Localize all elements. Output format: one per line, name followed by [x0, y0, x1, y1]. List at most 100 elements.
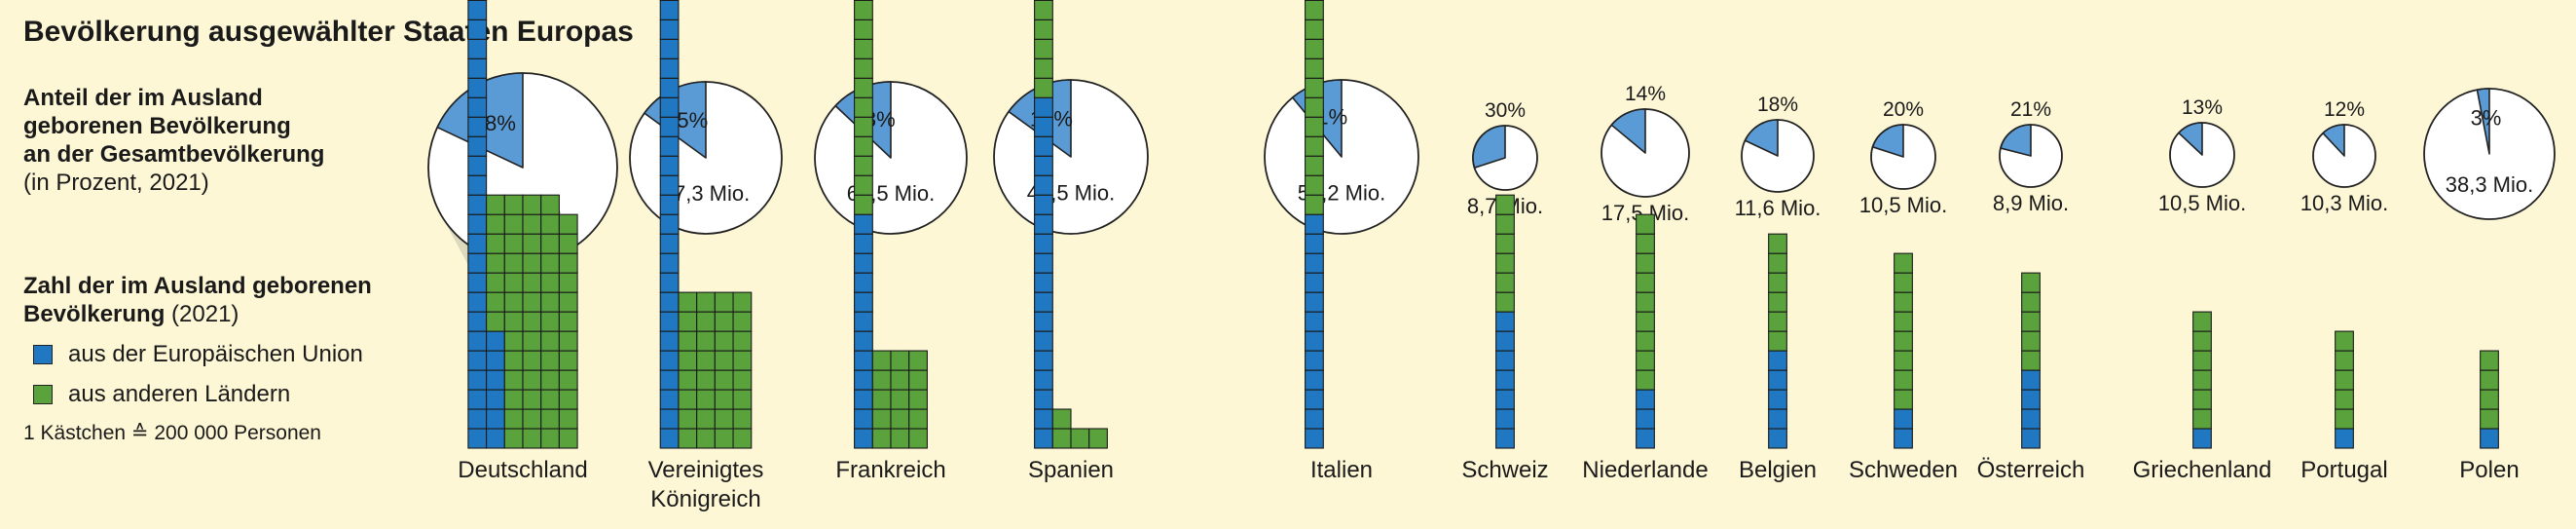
pie-population-label: 10,5 Mio. [2158, 191, 2247, 215]
grid-section-title-line: Zahl der im Ausland geborenen [23, 273, 372, 299]
unit-box-eu [854, 291, 873, 313]
unit-grid [2335, 330, 2354, 449]
unit-box-other [871, 350, 892, 371]
legend-swatch-other [33, 385, 53, 404]
unit-box-other [1636, 213, 1655, 235]
unit-box-eu [1034, 350, 1053, 371]
country-label: Griechenland [2133, 457, 2272, 483]
unit-box-other [1636, 369, 1655, 391]
unit-box-eu [1034, 213, 1053, 235]
unit-box-eu [1305, 408, 1324, 430]
pie-section-subtitle: (in Prozent, 2021) [23, 170, 209, 196]
unit-box-eu [1768, 408, 1787, 430]
unit-box-other [2335, 369, 2354, 391]
unit-box-other [732, 350, 753, 371]
unit-box-eu [1495, 428, 1515, 449]
unit-box-other [486, 272, 505, 293]
unit-box-other [890, 369, 910, 391]
unit-grid [2480, 350, 2499, 449]
unit-box-eu [854, 311, 873, 332]
unit-box-eu [1305, 389, 1324, 410]
legend-item-eu: aus der Europäischen Union [33, 341, 363, 368]
unit-box-other [558, 213, 578, 235]
pie-share-label: 21% [2010, 98, 2051, 121]
unit-box-other [732, 291, 753, 313]
unit-box-eu [467, 174, 488, 196]
unit-box-eu [854, 330, 873, 352]
pie-share-label: 3% [2471, 106, 2502, 131]
unit-box-other [522, 389, 542, 410]
unit-box-other [732, 369, 753, 391]
unit-box-eu [659, 155, 680, 176]
chart-title: Bevölkerung ausgewählter Staaten Europas [23, 16, 634, 48]
unit-box-other [540, 428, 560, 449]
unit-box-other [696, 350, 716, 371]
unit-box-other [1894, 389, 1913, 410]
unit-box-other [503, 194, 524, 215]
unit-box-eu [2480, 428, 2499, 449]
country-label: Österreich [1977, 457, 2085, 483]
unit-box-other [1495, 252, 1515, 274]
unit-box-other [1305, 96, 1324, 118]
unit-box-other [558, 311, 578, 332]
country-label: Polen [2459, 457, 2519, 483]
unit-box-eu [1305, 291, 1324, 313]
unit-box-other [1636, 272, 1655, 293]
unit-box-other [890, 389, 910, 410]
unit-box-other [558, 330, 578, 352]
country-group: 14%17,5 Mio.Niederlande [1582, 83, 1708, 483]
legend-label-eu: aus der Europäischen Union [68, 341, 363, 367]
country-label: Portugal [2300, 457, 2387, 483]
unit-box-eu [467, 77, 488, 98]
unit-box-other [2335, 350, 2354, 371]
unit-box-other [522, 350, 542, 371]
unit-box-other [522, 272, 542, 293]
pie-share-slice [2000, 124, 2032, 157]
unit-box-other [540, 252, 560, 274]
unit-box-other [486, 194, 505, 215]
unit-box-eu [1034, 369, 1053, 391]
country-group: 12% 10,3 Mio. Portugal [2300, 98, 2389, 483]
unit-box-other [486, 213, 505, 235]
unit-box-other [1305, 19, 1324, 40]
unit-box-eu [1034, 389, 1053, 410]
unit-box-other [1305, 135, 1324, 157]
unit-box-other [1305, 116, 1324, 137]
unit-box-other [486, 311, 505, 332]
unit-box-eu [1305, 252, 1324, 274]
unit-box-other [1894, 291, 1913, 313]
unit-box-other [732, 311, 753, 332]
unit-box-other [503, 252, 524, 274]
country-label: Deutschland [458, 457, 587, 483]
unit-box-eu [659, 408, 680, 430]
unit-box-eu [659, 428, 680, 449]
unit-box-other [2480, 369, 2499, 391]
unit-box-other [696, 291, 716, 313]
unit-box-eu [1034, 408, 1053, 430]
unit-grid [2192, 311, 2212, 449]
pie-share-label: 30% [1485, 99, 1526, 122]
unit-box-eu [467, 311, 488, 332]
unit-box-other [522, 213, 542, 235]
unit-box-eu [467, 57, 488, 79]
unit-box-other [1495, 272, 1515, 293]
unit-box-eu [467, 135, 488, 157]
legend-swatch-eu [33, 345, 53, 364]
unit-box-eu [659, 77, 680, 98]
unit-box-other [678, 389, 698, 410]
unit-box-eu [659, 330, 680, 352]
unit-box-eu [1034, 233, 1053, 254]
unit-box-eu [2021, 389, 2041, 410]
unit-box-eu [659, 233, 680, 254]
unit-box-other [2480, 389, 2499, 410]
pie-share-label: 13% [2182, 96, 2223, 119]
unit-box-eu [1305, 213, 1324, 235]
unit-box-eu [2192, 428, 2212, 449]
unit-box-other [1894, 350, 1913, 371]
unit-box-other [1305, 155, 1324, 176]
grid-section-title: Zahl der im Ausland geborenen Bevölkerun… [23, 272, 372, 328]
unit-box-other [854, 174, 873, 196]
pie-share-label: 20% [1883, 98, 1924, 121]
